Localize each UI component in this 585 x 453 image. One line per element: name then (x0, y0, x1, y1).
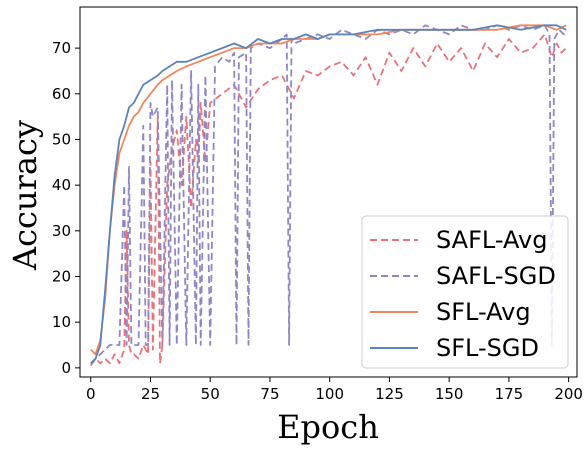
x-tick-label: 200 (554, 385, 583, 403)
series-line-1 (90, 24, 568, 364)
plot-frame (79, 6, 578, 378)
x-tick-label: 50 (201, 385, 220, 403)
series-line-0 (90, 33, 567, 367)
y-axis-title: Accuracy (6, 120, 44, 271)
y-tick-label: 10 (52, 313, 71, 331)
x-axis-ticks: 0 25 50 75 100 125 150 175 200 (86, 377, 583, 403)
legend: SAFL-Avg SAFL-SGD SFL-Avg SFL-SGD (361, 215, 569, 369)
x-tick-label: 100 (315, 385, 344, 403)
x-axis-title: Epoch (277, 408, 379, 446)
legend-label: SAFL-Avg (436, 226, 547, 254)
legend-label: SFL-Avg (436, 298, 531, 326)
y-tick-label: 20 (52, 268, 71, 286)
legend-box (361, 215, 569, 369)
legend-label: SFL-SGD (436, 334, 539, 362)
x-tick-label: 25 (141, 385, 160, 403)
series-lines (90, 24, 568, 367)
y-tick-label: 60 (52, 85, 71, 103)
series-line-3 (90, 24, 567, 364)
x-tick-label: 0 (86, 385, 96, 403)
x-tick-label: 125 (375, 385, 404, 403)
y-tick-label: 40 (52, 176, 71, 194)
y-tick-label: 0 (61, 359, 71, 377)
legend-label: SAFL-SGD (436, 262, 556, 290)
y-tick-label: 70 (52, 39, 71, 57)
x-tick-label: 175 (495, 385, 524, 403)
x-tick-label: 150 (435, 385, 464, 403)
x-tick-label: 75 (260, 385, 279, 403)
y-tick-label: 30 (52, 222, 71, 240)
y-tick-label: 50 (52, 130, 71, 148)
y-axis-ticks: 0 10 20 30 40 50 60 70 (52, 39, 80, 377)
